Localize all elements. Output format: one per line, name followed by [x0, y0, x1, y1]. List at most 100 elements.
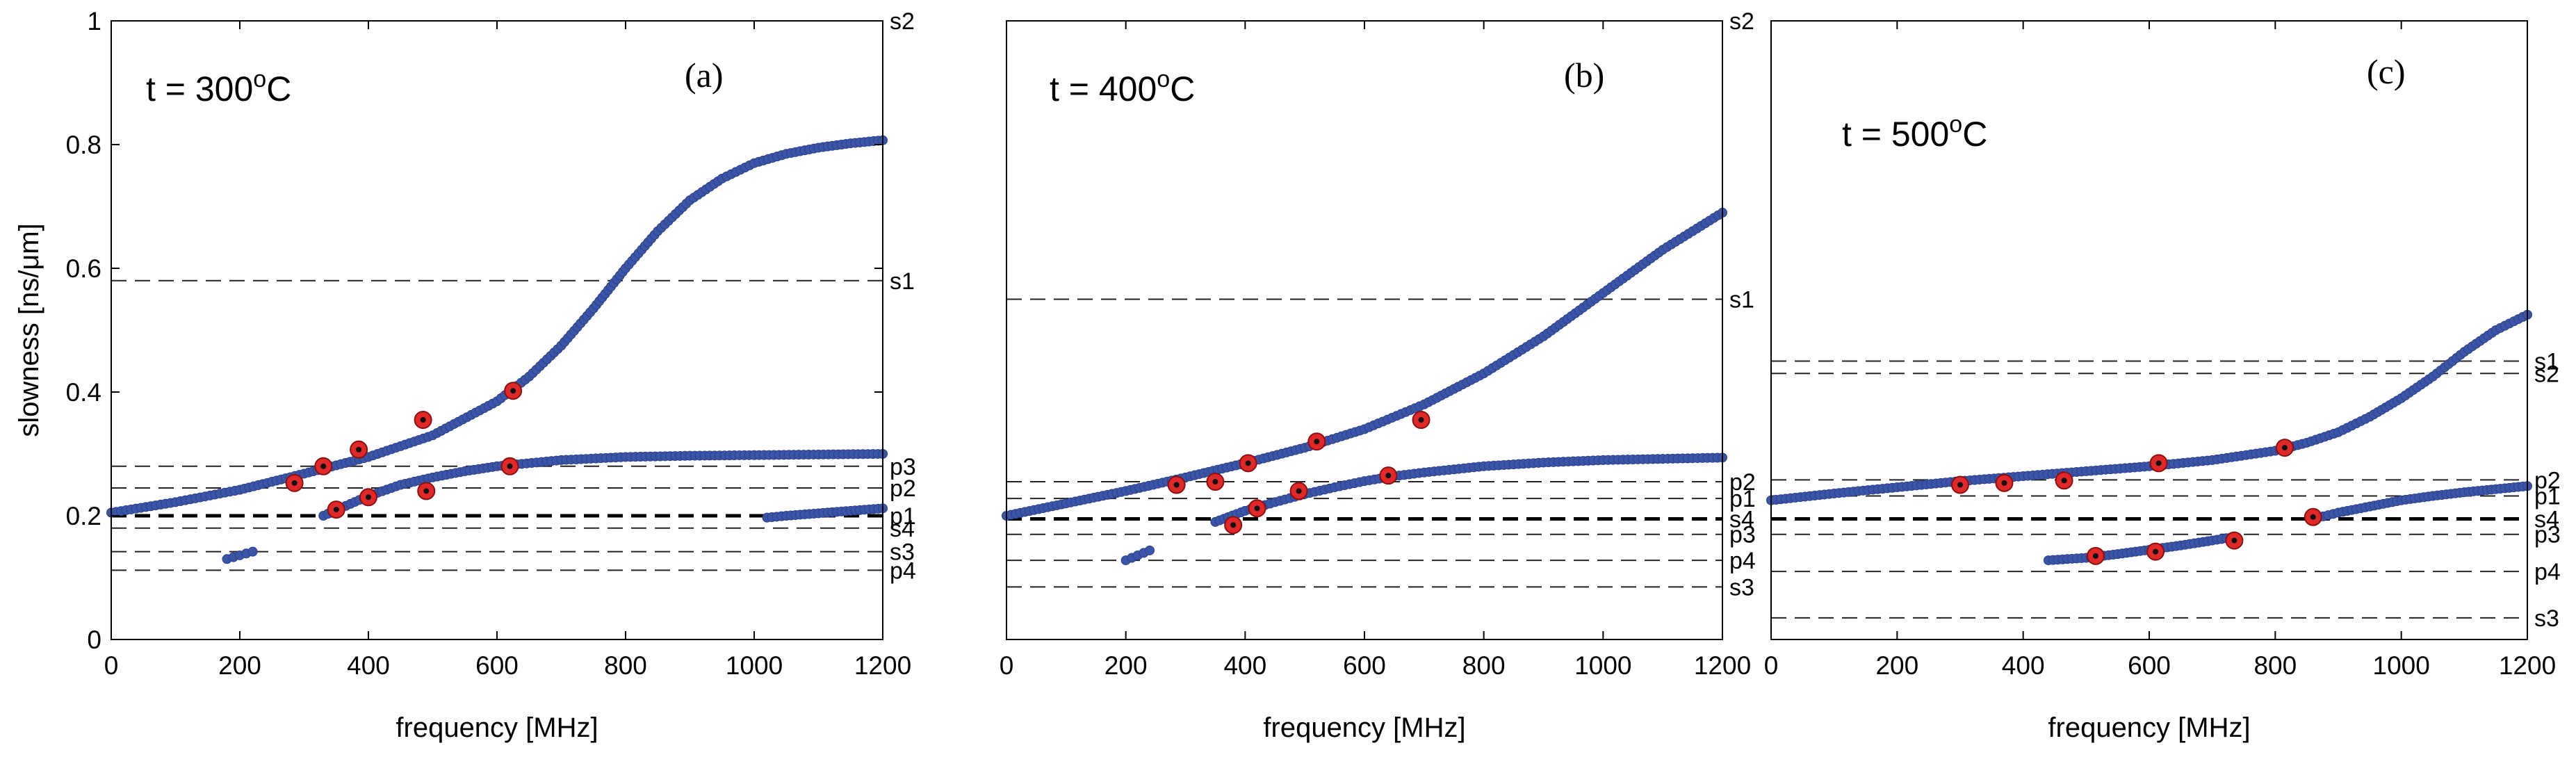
curve-series-3: [762, 503, 888, 523]
curve-series-4: [222, 546, 258, 564]
x-tick-label: 0: [104, 651, 119, 680]
temperature-unit: C: [1962, 115, 1987, 154]
temperature-value: t = 300: [146, 70, 253, 108]
measured-point-core: [1296, 488, 1302, 494]
x-tick-label: 400: [1223, 651, 1266, 680]
curve-series-2: [318, 449, 888, 521]
temperature-value: t = 500: [1842, 115, 1949, 154]
x-tick-label: 600: [475, 651, 519, 680]
curve-series-1: [1002, 207, 1727, 521]
x-tick-label: 600: [1343, 651, 1386, 680]
measured-point-core: [1254, 505, 1260, 512]
measured-point-core: [291, 480, 297, 486]
measured-point-core: [366, 494, 371, 500]
reference-label-p4: p4: [890, 557, 916, 584]
reference-label-s2: s2: [1729, 8, 1754, 35]
reference-label-p4: p4: [1729, 548, 1756, 574]
curve-series-1: [106, 135, 888, 518]
measured-point-core: [1245, 460, 1251, 466]
y-tick-label: 0.2: [66, 502, 101, 530]
measured-point-core: [507, 463, 513, 469]
x-tick-label: 800: [2253, 651, 2297, 680]
degree-superscript: o: [1157, 66, 1170, 92]
axes-frame: [111, 20, 883, 640]
reference-label-p4: p4: [2534, 559, 2561, 585]
x-tick-label: 400: [347, 651, 390, 680]
temperature-value: t = 400: [1050, 70, 1157, 108]
reference-label-s3: s3: [1729, 574, 1754, 601]
measured-point-core: [2153, 548, 2159, 555]
reference-label-p3: p3: [890, 454, 916, 480]
reference-label-s1: s1: [1729, 287, 1754, 313]
axes-frame: [1006, 20, 1723, 640]
reference-label-p2: p2: [2534, 467, 2561, 494]
reference-label-s1: s1: [890, 268, 915, 295]
curve-series-2: [2308, 481, 2532, 524]
measured-point-core: [1314, 439, 1320, 445]
curve-series-3: [1120, 545, 1155, 566]
reference-label-p2: p2: [1729, 469, 1756, 496]
temperature-unit: C: [1170, 70, 1195, 108]
x-tick-label: 1000: [726, 651, 783, 680]
measured-point-core: [1173, 482, 1180, 488]
reference-label-s4: s4: [1729, 506, 1754, 532]
measured-point-core: [1212, 479, 1218, 485]
x-tick-label: 200: [218, 651, 261, 680]
x-tick-label: 200: [1104, 651, 1148, 680]
measured-point-core: [2231, 537, 2237, 544]
reference-label-s4: s4: [2534, 506, 2559, 532]
curve-series-2: [1210, 453, 1727, 527]
measured-point-core: [356, 446, 362, 453]
temperature-annotation: t = 300oC: [146, 66, 291, 108]
measured-point-core: [333, 507, 339, 513]
measured-point-core: [1230, 522, 1237, 528]
y-tick-label: 0: [87, 626, 101, 654]
x-tick-label: 1000: [1574, 651, 1631, 680]
reference-label-s2: s2: [2534, 361, 2559, 387]
measured-point-core: [320, 463, 327, 469]
measured-point-core: [2092, 553, 2098, 559]
reference-label-p1: p1: [2534, 484, 2561, 510]
y-tick-label: 0.4: [66, 378, 101, 407]
y-tick-label: 1: [87, 7, 101, 35]
x-tick-label: 1000: [2373, 651, 2430, 680]
curve-series-3: [2043, 532, 2236, 566]
x-tick-label: 1200: [854, 651, 911, 680]
temperature-annotation: t = 500oC: [1842, 111, 1987, 154]
degree-superscript: o: [1949, 111, 1962, 138]
x-tick-label: 0: [1764, 651, 1779, 680]
x-tick-label: 1200: [1694, 651, 1751, 680]
reference-label-s3: s3: [890, 539, 915, 566]
measured-point-core: [423, 488, 430, 494]
panel-tag: (b): [1564, 56, 1604, 95]
x-tick-label: 800: [1462, 651, 1506, 680]
degree-superscript: o: [253, 66, 266, 92]
measured-point-core: [2281, 445, 2288, 451]
x-axis-label: frequency [MHz]: [396, 712, 598, 743]
reference-label-s1: s1: [2534, 349, 2559, 375]
measured-point-core: [2061, 478, 2067, 484]
x-axis-label: frequency [MHz]: [1263, 712, 1465, 743]
reference-label-p2: p2: [890, 475, 916, 502]
x-tick-label: 600: [2128, 651, 2171, 680]
temperature-annotation: t = 400oC: [1050, 66, 1195, 108]
reference-label-p3: p3: [1729, 522, 1756, 548]
curve-point: [1145, 545, 1155, 555]
x-axis-label: frequency [MHz]: [2048, 712, 2250, 743]
panel-tag: (a): [685, 56, 724, 95]
reference-label-p3: p3: [2534, 522, 2561, 548]
x-tick-label: 0: [1000, 651, 1014, 680]
curve-series-1: [1766, 309, 2532, 505]
reference-label-p1: p1: [890, 503, 916, 530]
y-tick-label: 0.6: [66, 254, 101, 283]
measured-point-core: [510, 388, 516, 394]
temperature-unit: C: [266, 70, 291, 108]
curve-point: [247, 546, 258, 557]
measured-point-core: [2155, 460, 2162, 466]
reference-label-p1: p1: [1729, 486, 1756, 512]
x-tick-label: 800: [604, 651, 647, 680]
x-tick-label: 1200: [2499, 651, 2556, 680]
